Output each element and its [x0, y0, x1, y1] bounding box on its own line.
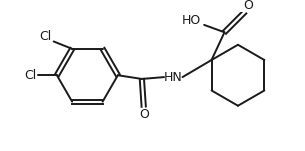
Text: HO: HO [181, 14, 201, 27]
Text: O: O [139, 108, 149, 120]
Text: HN: HN [164, 71, 183, 84]
Text: O: O [244, 0, 253, 12]
Text: Cl: Cl [39, 30, 52, 43]
Text: Cl: Cl [24, 69, 36, 82]
